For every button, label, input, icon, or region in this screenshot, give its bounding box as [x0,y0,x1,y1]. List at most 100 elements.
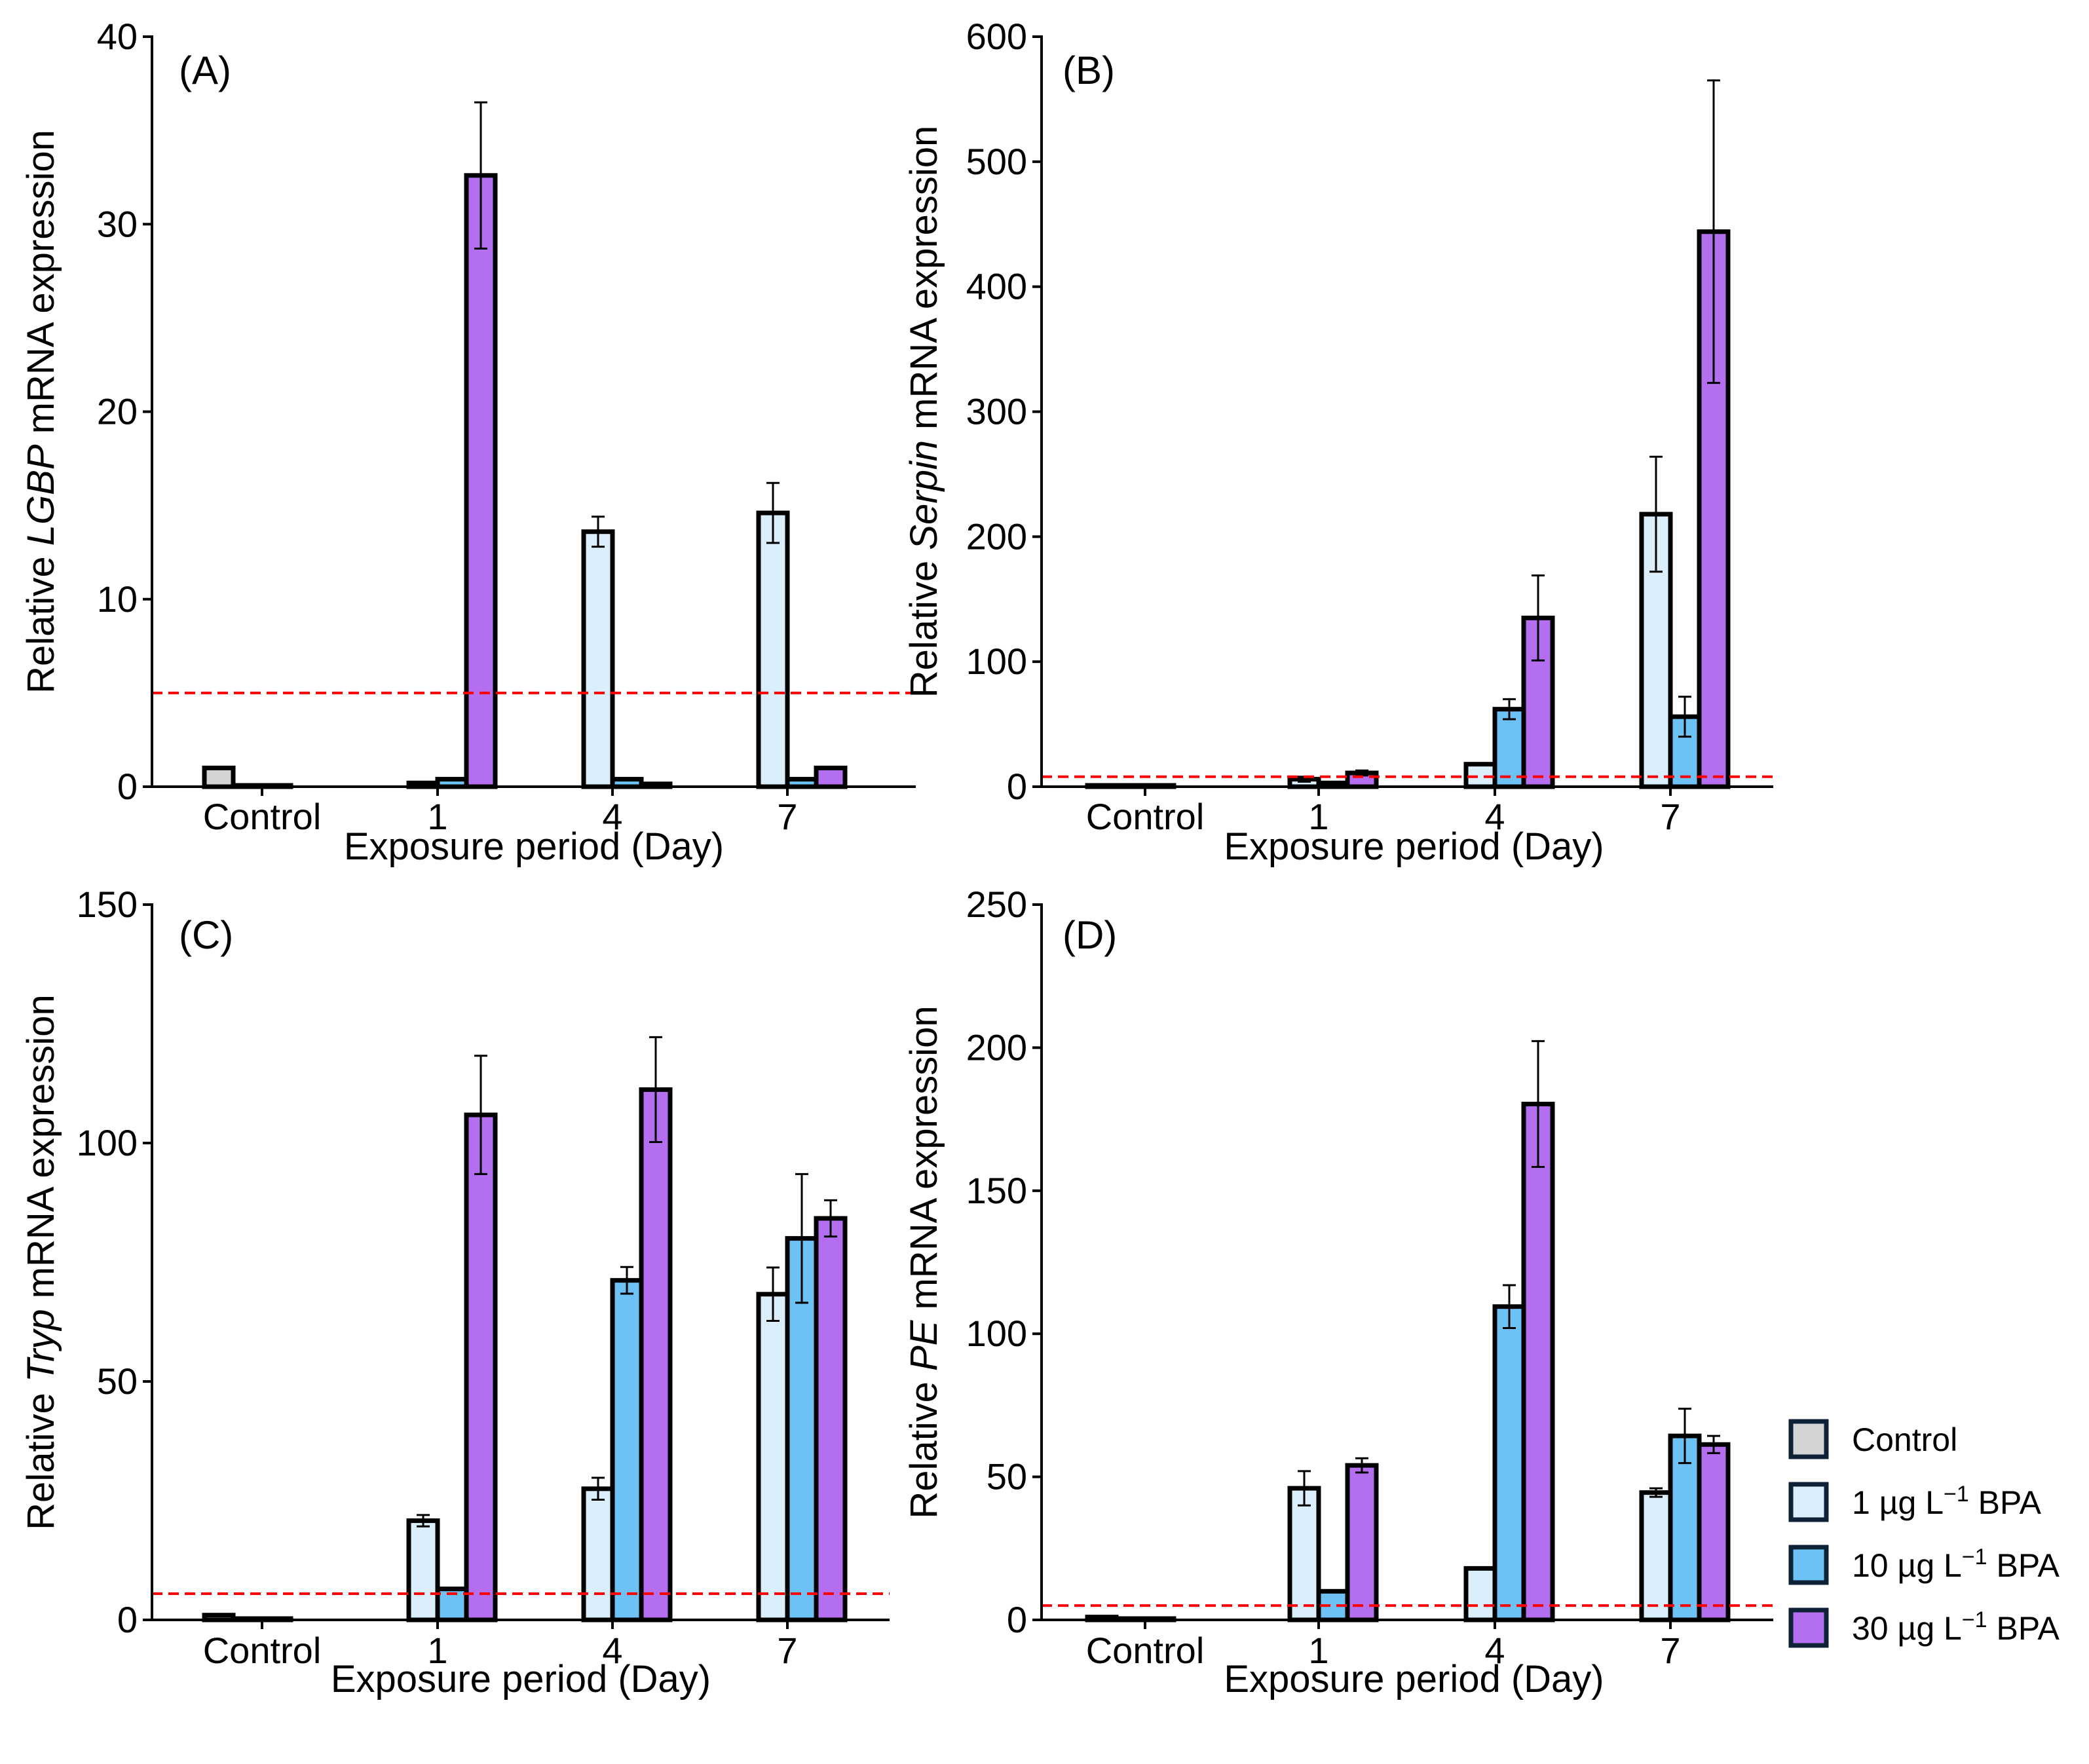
xtick-label-d: 4 [1484,1630,1505,1671]
xtick-label-d: Control [1086,1630,1205,1671]
bar-bpa30-7 [1697,1442,1731,1623]
panel-label-d: (D) [1063,913,1117,957]
x-axis-title-c: Exposure period (Day) [331,1658,711,1700]
bar-bpa30-1 [464,1112,498,1623]
bar-bpa10-4 [1492,1304,1526,1623]
xtick-label-b: 4 [1484,796,1505,837]
xtick-label-a: Control [203,796,322,837]
ytick-label-d: 250 [966,884,1027,925]
xtick-label-c: Control [203,1630,322,1671]
panel-a: 0 10 20 30 40 Control 1 4 7 Exposure period (Day)… [20,16,916,868]
ytick-label-a: 40 [97,16,138,57]
ytick-label-b: 0 [1007,766,1027,807]
x-axis-title-b: Exposure period (Day) [1224,825,1604,868]
errorbar-bpa30-7 [1707,79,1720,385]
errorbar-bpa1-7 [1649,455,1663,573]
legend-label-bpa1: 1 µg L−1 BPA [1852,1482,2042,1521]
xtick-label-d: 7 [1660,1630,1680,1671]
ytick-label-a: 30 [97,203,138,244]
ytick-label-b: 400 [966,266,1027,307]
errorbar-bpa10-7 [1678,696,1691,738]
bar-bpa1-4 [581,529,615,789]
errorbar-bpa1-7 [766,1266,780,1323]
ytick-label-a: 10 [97,578,138,620]
errorbar-bpa1-1 [1298,1470,1311,1507]
bar-bpa30-1 [1345,1463,1379,1623]
errorbar-bpa10-4 [620,1266,633,1295]
bar-bpa10-4 [610,1278,644,1623]
errorbar-bpa10-4 [1503,1284,1516,1329]
errorbar-bpa30-4 [649,1036,662,1144]
errorbar-bpa1-7 [766,481,780,544]
panel-d: 0 50 100 150 200 250 Control 1 4 7 Exposure period… [903,884,1773,1700]
ytick-label-b: 200 [966,516,1027,557]
legend-swatch-bpa1 [1788,1482,1829,1522]
ytick-label-d: 0 [1007,1599,1027,1640]
ytick-label-d: 200 [966,1026,1027,1068]
bar-bpa10-4 [1492,707,1526,789]
x-axis-title-d: Exposure period (Day) [1224,1658,1604,1700]
xtick-label-b: 7 [1660,796,1680,837]
bar-bpa1-4 [1463,1566,1497,1623]
bars-a [202,101,848,789]
bar-bpa1-1 [406,1518,440,1623]
xtick-label-c: 4 [602,1630,622,1671]
bar-bpa30-4 [1521,1101,1555,1623]
errorbar-bpa10-7 [1678,1408,1691,1465]
ytick-label-d: 50 [987,1456,1027,1497]
legend-item-bpa1: 1 µg L−1 BPA [1788,1482,2042,1522]
legend-item-control: Control [1788,1419,1957,1459]
errorbar-bpa1-1 [417,1514,430,1528]
bars-d [1085,1040,1731,1623]
bars-b [1085,79,1731,789]
y-axis-title-b: Relative Serpin mRNA expression [903,126,945,698]
legend-swatch-bpa10 [1788,1545,1829,1585]
bar-bpa10-7 [1668,1433,1702,1623]
xtick-label-c: 7 [777,1630,797,1671]
errorbar-bpa30-7 [824,1199,837,1238]
ytick-label-b: 600 [966,16,1027,57]
ytick-label-b: 100 [966,641,1027,682]
ytick-label-c: 100 [77,1122,138,1163]
errorbar-bpa30-4 [1532,1040,1545,1169]
legend-label-bpa30: 30 µg L−1 BPA [1852,1607,2060,1647]
xtick-label-a: 7 [777,796,797,837]
ytick-label-c: 150 [77,884,138,925]
y-axis-title-d: Relative PE mRNA expression [903,1005,945,1518]
panel-label-c: (C) [179,913,233,957]
xtick-label-a: 4 [602,796,622,837]
ytick-label-d: 100 [966,1313,1027,1354]
errorbar-bpa1-4 [592,1476,605,1501]
bar-bpa1-7 [756,1292,790,1623]
errorbar-bpa1-4 [592,516,605,548]
y-axis-title-a: Relative LGBP mRNA expression [20,130,62,694]
legend: Control 1 µg L−1 BPA 10 µg L−1 BPA 30 µg L−… [1788,1419,2060,1648]
legend-swatch-bpa30 [1788,1607,1829,1648]
errorbar-bpa10-4 [1503,698,1516,721]
errorbar-bpa30-1 [474,101,487,250]
bar-bpa30-7 [814,1216,848,1623]
ytick-label-c: 50 [97,1361,138,1402]
errorbar-bpa30-1 [1355,1457,1368,1474]
xtick-label-b: Control [1086,796,1205,837]
ytick-label-a: 0 [117,766,138,807]
xtick-label-d: 1 [1308,1630,1328,1671]
legend-label-control: Control [1852,1421,1957,1458]
bar-bpa30-1 [464,173,498,789]
errorbar-bpa30-4 [1532,574,1545,662]
bar-bpa1-4 [581,1486,615,1623]
errorbar-bpa30-7 [1707,1435,1720,1454]
y-axis-title-c: Relative Tryp mRNA expression [20,994,62,1530]
errorbar-bpa10-7 [795,1173,808,1304]
panel-c: 0 50 100 150 Control 1 4 7 Exposure period (Day)… [20,884,890,1700]
xtick-label-b: 1 [1308,796,1328,837]
ytick-label-d: 150 [966,1170,1027,1211]
panel-label-b: (B) [1063,48,1115,92]
xtick-label-c: 1 [427,1630,447,1671]
xtick-label-a: 1 [427,796,447,837]
bar-bpa1-7 [756,510,790,789]
bar-bpa30-7 [814,765,848,789]
ytick-label-b: 300 [966,391,1027,432]
ytick-label-b: 500 [966,141,1027,182]
